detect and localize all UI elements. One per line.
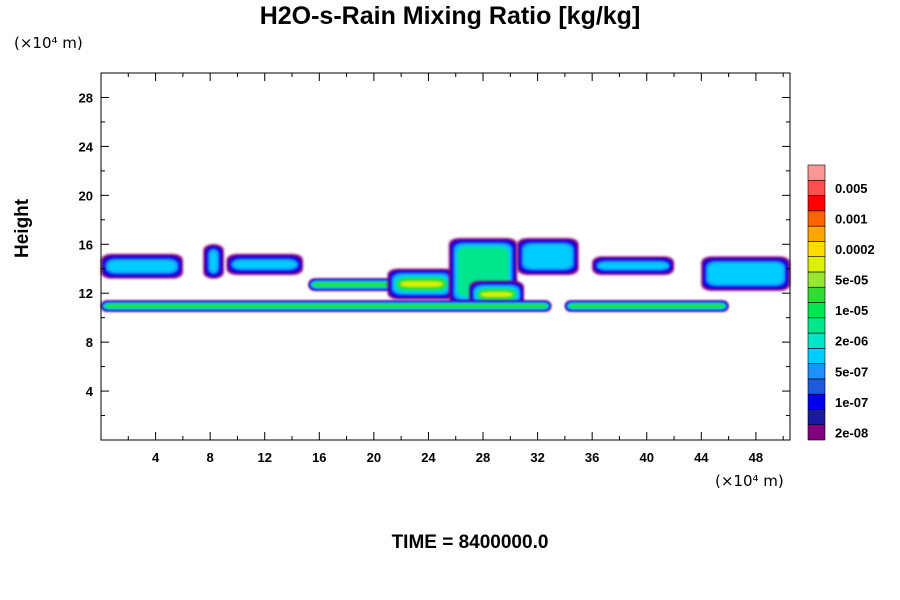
legend-swatch xyxy=(807,271,826,288)
contour-region xyxy=(517,238,579,275)
contour-band xyxy=(598,262,668,269)
contour-band xyxy=(399,280,444,288)
legend-swatch xyxy=(807,378,826,395)
contour-region xyxy=(387,268,456,300)
legend-swatch xyxy=(807,302,826,319)
x-tick-label: 44 xyxy=(694,450,709,465)
legend-label: 5e-07 xyxy=(835,364,868,379)
contour-band xyxy=(523,244,572,269)
x-tick-label: 36 xyxy=(585,450,599,465)
x-tick-label: 4 xyxy=(152,450,160,465)
legend-swatch xyxy=(807,241,826,257)
y-tick-label: 24 xyxy=(79,139,94,154)
x-tick-label: 20 xyxy=(367,450,381,465)
x-tick-label: 48 xyxy=(749,450,763,465)
legend-label: 0.005 xyxy=(835,181,868,196)
contour-region xyxy=(592,256,675,275)
legend-label: 2e-06 xyxy=(835,334,868,349)
y-axis-unit-label: (×10⁴ m) xyxy=(14,34,83,52)
legend-swatch xyxy=(807,393,826,410)
y-tick-label: 20 xyxy=(79,188,93,203)
contour-band xyxy=(209,250,218,272)
contour-region xyxy=(101,300,552,312)
x-tick-label: 8 xyxy=(207,450,214,465)
legend-swatch xyxy=(807,424,826,441)
legend-label: 0.001 xyxy=(835,211,868,226)
contour-band xyxy=(569,304,725,308)
x-tick-label: 32 xyxy=(530,450,544,465)
legend-swatch xyxy=(807,317,826,334)
legend-label: 1e-05 xyxy=(835,303,868,318)
legend-label: 0.0002 xyxy=(835,242,875,257)
y-tick-label: 4 xyxy=(86,384,94,399)
legend-swatch xyxy=(807,179,826,196)
y-tick-label: 28 xyxy=(79,90,93,105)
x-tick-label: 40 xyxy=(640,450,654,465)
x-tick-label: 12 xyxy=(257,450,271,465)
plot-frame xyxy=(100,72,791,441)
legend-swatch xyxy=(807,210,826,227)
legend-swatch xyxy=(807,225,826,242)
legend-swatch xyxy=(807,409,826,426)
legend-swatch xyxy=(807,195,826,212)
legend-swatch xyxy=(807,348,826,364)
y-tick-label: 8 xyxy=(86,335,93,350)
contour-region xyxy=(564,300,729,312)
legend-label: 2e-08 xyxy=(835,425,868,440)
x-axis-unit-label: (×10⁴ m) xyxy=(715,472,784,490)
legend-swatch xyxy=(807,363,826,380)
contour-region xyxy=(203,244,224,279)
x-tick-label: 28 xyxy=(476,450,490,465)
x-tick-label: 16 xyxy=(312,450,326,465)
legend-swatch xyxy=(807,164,826,181)
contour-band xyxy=(707,263,784,285)
x-tick-label: 24 xyxy=(421,450,436,465)
contour-region xyxy=(701,256,790,291)
y-tick-label: 16 xyxy=(79,237,93,252)
contour-band xyxy=(480,291,514,298)
plot-contours xyxy=(101,238,790,312)
legend-swatch xyxy=(807,256,826,273)
legend-label: 1e-07 xyxy=(835,395,868,410)
y-tick-label: 12 xyxy=(79,286,93,301)
legend-swatch xyxy=(807,332,826,349)
contour-band xyxy=(107,260,177,272)
contour-region xyxy=(226,254,303,275)
legend-swatch xyxy=(807,286,826,303)
legend-label: 5e-05 xyxy=(835,273,868,288)
contour-region xyxy=(469,280,524,308)
contour-region xyxy=(101,254,183,279)
color-legend: 0.005 0.001 0.0002 5e-05 1e-05 2e-06 5e-07 1e-0… xyxy=(807,164,875,441)
contour-band xyxy=(233,260,297,269)
time-footer: TIME = 8400000.0 xyxy=(391,532,549,553)
chart-title: H2O-s-Rain Mixing Ratio [kg/kg] xyxy=(259,2,641,30)
contour-band xyxy=(105,304,548,308)
